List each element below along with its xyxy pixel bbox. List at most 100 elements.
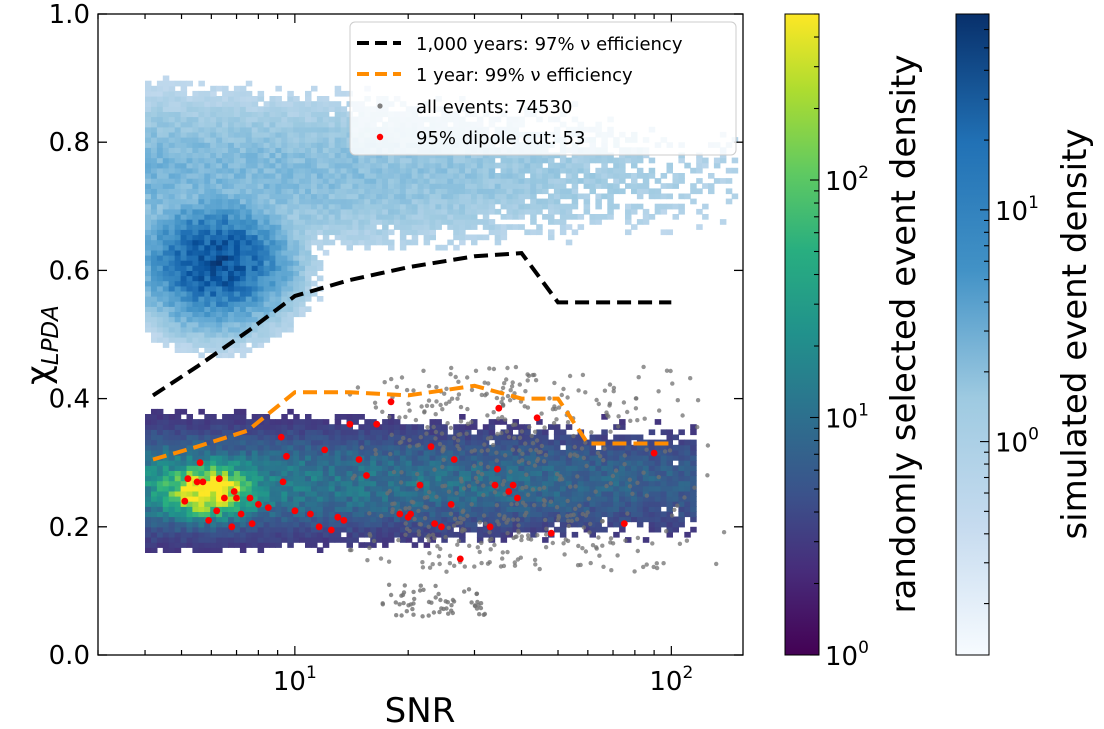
sim-bin	[553, 167, 561, 174]
sim-bin	[228, 183, 235, 189]
sim-bin	[263, 116, 271, 123]
sim-bin	[257, 162, 265, 169]
selected-bin	[145, 455, 152, 461]
sim-bin	[358, 173, 365, 179]
selected-bin	[180, 470, 188, 477]
selected-bin	[471, 490, 478, 497]
sim-bin	[453, 167, 460, 174]
selected-bin	[287, 537, 294, 543]
sim-bin	[423, 157, 431, 164]
sim-bin	[162, 285, 170, 292]
selected-bin	[636, 521, 644, 528]
selected-bin	[263, 424, 271, 430]
sim-bin	[156, 183, 164, 189]
selected-bin	[388, 516, 395, 523]
sim-bin	[180, 342, 188, 348]
sim-bin	[145, 234, 152, 241]
sim-bin	[423, 178, 431, 184]
selected-bin	[334, 444, 342, 451]
selected-bin	[666, 490, 673, 497]
selected-bin	[393, 516, 401, 523]
sim-bin	[322, 111, 330, 118]
selected-bin	[287, 424, 294, 430]
selected-bin	[524, 501, 531, 507]
sim-bin	[192, 265, 199, 271]
sim-bin	[192, 126, 199, 133]
selected-bin	[269, 511, 276, 518]
selected-bin	[322, 424, 330, 430]
selected-bin	[334, 465, 342, 471]
selected-bin	[559, 455, 567, 461]
all-event-point	[576, 388, 581, 393]
sim-bin	[459, 219, 466, 225]
selected-bin	[210, 414, 217, 420]
selected-bin	[216, 449, 223, 456]
selected-bin	[364, 419, 371, 425]
selected-bin	[482, 434, 490, 441]
sim-bin	[530, 178, 537, 184]
selected-bin	[417, 537, 425, 543]
selected-bin	[269, 490, 276, 497]
sim-bin	[210, 111, 217, 118]
sim-bin	[435, 157, 442, 164]
sim-bin	[311, 142, 318, 148]
selected-bin	[263, 449, 271, 456]
sim-bin	[168, 131, 176, 138]
sim-bin	[625, 183, 632, 189]
selected-bin	[204, 526, 211, 533]
sim-bin	[275, 260, 282, 266]
sim-bin	[269, 208, 276, 215]
sim-bin	[388, 162, 395, 169]
sim-bin	[192, 152, 199, 159]
selected-bin	[518, 470, 525, 477]
sim-bin	[613, 188, 620, 195]
sim-bin	[399, 193, 407, 200]
sim-bin	[465, 219, 472, 225]
selected-bin	[548, 490, 555, 497]
selected-bin	[269, 526, 276, 533]
sim-bin	[180, 188, 188, 195]
selected-bin	[233, 485, 241, 492]
sim-bin	[305, 126, 312, 133]
selected-bin	[654, 444, 662, 451]
selected-bin	[429, 465, 436, 471]
selected-bin	[228, 501, 235, 507]
selected-bin	[156, 485, 164, 492]
sim-bin	[293, 126, 300, 133]
sim-bin	[222, 270, 229, 277]
selected-bin	[583, 480, 591, 487]
sim-bin	[376, 198, 383, 205]
selected-bin	[435, 475, 442, 482]
sim-bin	[204, 306, 211, 312]
sim-bin	[228, 178, 235, 184]
sim-bin	[571, 173, 579, 179]
sim-bin	[145, 131, 152, 138]
selected-bin	[536, 490, 543, 497]
selected-bin	[559, 460, 567, 466]
sim-bin	[180, 137, 188, 143]
sim-bin	[613, 183, 620, 189]
sim-bin	[156, 296, 164, 302]
selected-bin	[151, 496, 158, 502]
sim-bin	[228, 316, 235, 323]
sim-bin	[382, 173, 389, 179]
sim-bin	[287, 173, 294, 179]
sim-bin	[660, 203, 668, 210]
sim-bin	[281, 249, 288, 256]
sim-bin	[263, 255, 271, 261]
sim-bin	[257, 342, 265, 348]
selected-bin	[293, 470, 300, 477]
sim-bin	[340, 126, 348, 133]
selected-bin	[281, 444, 288, 451]
selected-bin	[465, 470, 472, 477]
selected-bin	[476, 531, 484, 538]
sim-bin	[275, 280, 282, 287]
sim-bin	[316, 265, 324, 271]
sim-bin	[239, 121, 247, 128]
selected-bin	[340, 475, 348, 482]
selected-bin	[405, 449, 413, 456]
sim-bin	[216, 342, 223, 348]
selected-bin	[441, 465, 448, 471]
selected-bin	[565, 449, 573, 456]
selected-bin	[453, 460, 460, 466]
